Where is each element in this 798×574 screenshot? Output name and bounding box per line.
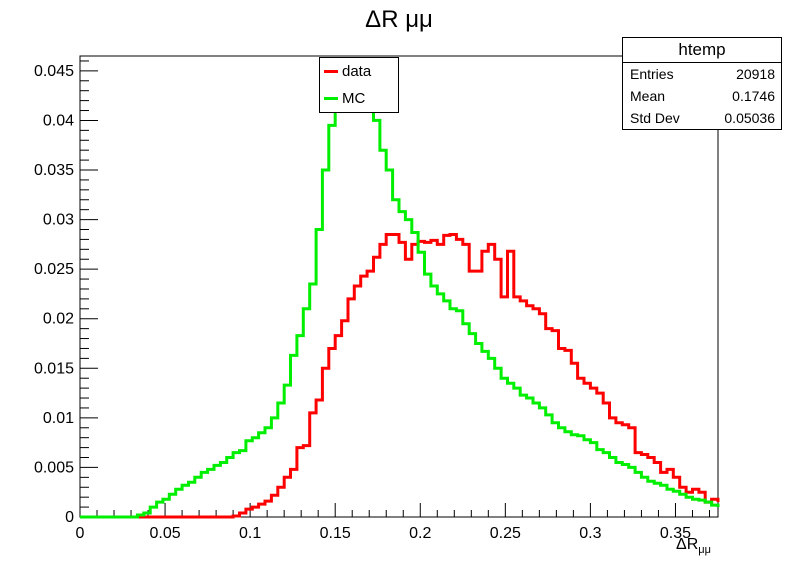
x-tick-label: 0.3 bbox=[579, 525, 601, 542]
series-mc-line bbox=[80, 66, 720, 519]
stats-label: Entries bbox=[630, 66, 674, 82]
legend-label-mc: MC bbox=[342, 90, 366, 107]
y-tick-label: 0.01 bbox=[43, 410, 74, 427]
y-tick-label: 0.02 bbox=[43, 311, 74, 328]
y-tick-label: 0.015 bbox=[34, 360, 74, 377]
x-tick-label: 0.15 bbox=[320, 525, 351, 542]
stats-label: Std Dev bbox=[630, 110, 680, 126]
stats-value: 0.1746 bbox=[732, 88, 775, 104]
chart-title: ΔR μμ bbox=[365, 6, 433, 33]
stats-label: Mean bbox=[630, 88, 666, 104]
y-tick-label: 0 bbox=[65, 509, 74, 526]
stats-value: 0.05036 bbox=[724, 110, 775, 126]
x-axis-label: ΔRμμ bbox=[676, 536, 711, 556]
y-tick-label: 0.04 bbox=[43, 112, 74, 129]
x-tick-label: 0.2 bbox=[409, 525, 431, 542]
y-tick-label: 0.025 bbox=[34, 261, 74, 278]
stats-title: htemp bbox=[623, 38, 781, 63]
x-axis-label-sub: μμ bbox=[698, 544, 711, 557]
legend-label-data: data bbox=[342, 63, 372, 80]
stats-row-stddev: Std Dev 0.05036 bbox=[623, 107, 781, 129]
legend-entry-mc: MC bbox=[320, 85, 398, 112]
y-tick-labels: 0 0.005 0.01 0.015 0.02 0.025 0.03 0.035 0.04 0.0… bbox=[34, 63, 74, 526]
legend-entry-data: data bbox=[320, 58, 398, 85]
legend: data MC bbox=[319, 57, 399, 113]
x-tick-label: 0 bbox=[76, 525, 85, 542]
x-tick-label: 0.25 bbox=[490, 525, 521, 542]
y-tick-label: 0.005 bbox=[34, 459, 74, 476]
x-tick-label: 0.1 bbox=[239, 525, 261, 542]
y-tick-label: 0.03 bbox=[43, 212, 74, 229]
x-tick-label: 0.35 bbox=[660, 525, 691, 542]
plot-frame bbox=[79, 55, 719, 518]
x-tick-labels: 0 0.05 0.1 0.15 0.2 0.25 0.3 0.35 bbox=[76, 525, 692, 542]
x-tick-label: 0.05 bbox=[149, 525, 180, 542]
series-layer bbox=[80, 66, 720, 519]
stats-box: htemp Entries 20918 Mean 0.1746 Std Dev … bbox=[622, 37, 782, 130]
legend-swatch-data bbox=[324, 70, 338, 73]
x-axis-label-main: ΔR bbox=[676, 536, 699, 553]
y-tick-label: 0.035 bbox=[34, 162, 74, 179]
series-data-line bbox=[80, 233, 720, 519]
axis-ticks bbox=[79, 60, 710, 518]
y-tick-label: 0.045 bbox=[34, 63, 74, 80]
stats-row-mean: Mean 0.1746 bbox=[623, 85, 781, 107]
legend-swatch-mc bbox=[324, 97, 338, 100]
stats-value: 20918 bbox=[736, 66, 775, 82]
stats-row-entries: Entries 20918 bbox=[623, 63, 781, 85]
